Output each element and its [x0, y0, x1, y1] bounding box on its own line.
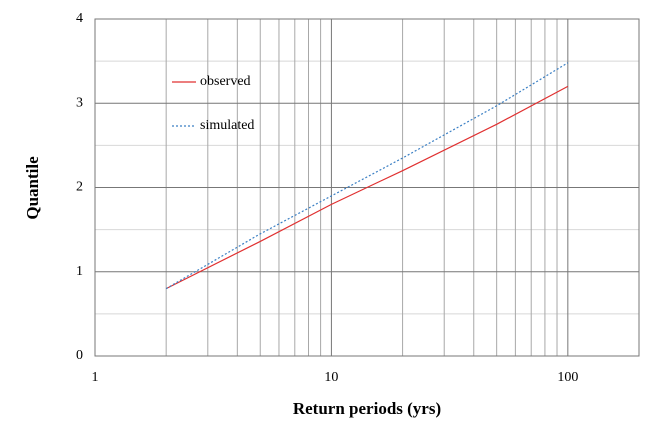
plot-frame	[94, 18, 640, 357]
x-tick-label: 10	[324, 370, 338, 385]
data-line	[165, 85, 569, 290]
y-tick-label: 1	[76, 264, 83, 279]
y-tick-label: 2	[76, 180, 83, 195]
data-line	[165, 62, 569, 290]
x-tick-label: 100	[557, 370, 578, 385]
y-tick-label: 0	[76, 348, 83, 363]
x-tick-label: 1	[92, 370, 99, 385]
x-axis-label: Return periods (yrs)	[293, 399, 441, 418]
legend-label: observed	[200, 74, 251, 89]
y-axis-label: Quantile	[23, 156, 42, 220]
y-tick-label: 3	[76, 95, 83, 110]
legend-label: simulated	[200, 118, 254, 133]
y-tick-label: 4	[76, 11, 83, 26]
